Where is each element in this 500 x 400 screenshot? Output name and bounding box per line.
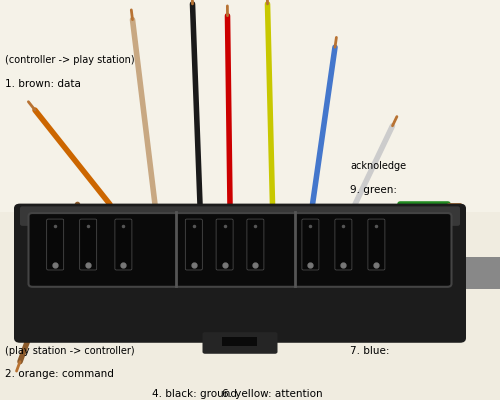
Text: 4. black: ground: 4. black: ground [152, 389, 238, 399]
FancyBboxPatch shape [216, 219, 233, 270]
Text: power
3.3V: power 3.3V [232, 314, 262, 336]
Bar [465, 258, 500, 289]
FancyBboxPatch shape [202, 332, 278, 354]
Bar [222, 337, 258, 346]
FancyBboxPatch shape [302, 219, 319, 270]
Bar [0, 0, 500, 212]
FancyBboxPatch shape [28, 213, 452, 287]
FancyBboxPatch shape [335, 219, 352, 270]
FancyBboxPatch shape [20, 206, 460, 226]
Text: (play station -> controller): (play station -> controller) [5, 346, 134, 356]
Text: 9. green:: 9. green: [350, 185, 397, 195]
Text: clock: clock [350, 322, 375, 332]
Text: 1. brown: data: 1. brown: data [5, 79, 81, 89]
FancyBboxPatch shape [14, 204, 466, 343]
FancyBboxPatch shape [80, 219, 96, 270]
FancyBboxPatch shape [368, 219, 385, 270]
Text: vibration
motor power
7.2V - 9V?: vibration motor power 7.2V - 9V? [140, 263, 202, 296]
Text: 6. yellow: attention: 6. yellow: attention [222, 389, 323, 399]
Text: (controller -> play station): (controller -> play station) [5, 55, 134, 65]
FancyBboxPatch shape [186, 219, 202, 270]
Text: unknown: unknown [350, 240, 395, 250]
FancyBboxPatch shape [115, 219, 132, 270]
FancyBboxPatch shape [46, 219, 64, 270]
Text: 8. white:: 8. white: [350, 263, 396, 273]
Text: 2. orange: command: 2. orange: command [5, 370, 114, 380]
Text: 7. blue:: 7. blue: [350, 346, 390, 356]
Text: acknoledge: acknoledge [350, 161, 406, 171]
Text: 5. red:: 5. red: [232, 338, 266, 348]
FancyBboxPatch shape [247, 219, 264, 270]
Text: 3. grey:: 3. grey: [140, 287, 179, 297]
